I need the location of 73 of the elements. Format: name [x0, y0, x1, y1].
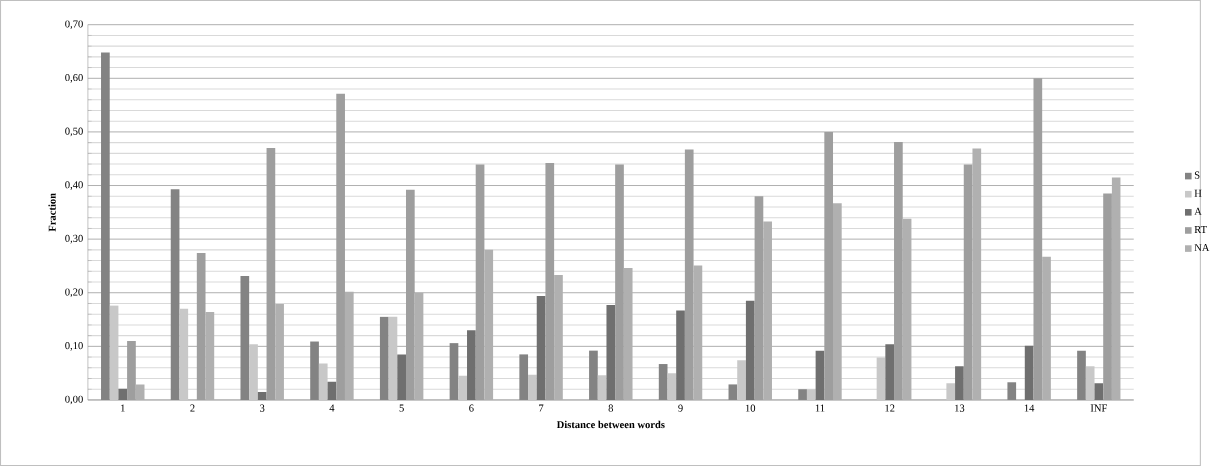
bar [606, 305, 616, 400]
bar [275, 303, 284, 400]
y-tick-label: 0,10 [65, 341, 83, 351]
x-tick-label: 13 [955, 404, 965, 412]
bar [806, 389, 816, 400]
bar [667, 373, 677, 400]
bar [484, 249, 494, 400]
x-tick-label: 8 [608, 404, 614, 412]
bar [623, 268, 633, 400]
y-tick-label: 0,70 [65, 20, 83, 29]
bar [554, 274, 563, 400]
x-tick-label: 14 [1024, 404, 1035, 412]
bar [1024, 345, 1034, 400]
bar [946, 383, 956, 400]
bar [972, 148, 982, 400]
x-tick-label: 11 [815, 404, 825, 412]
x-tick-label: INF [1090, 404, 1107, 412]
bar [109, 305, 119, 400]
bar [885, 344, 895, 400]
bar [327, 381, 337, 400]
bar [902, 218, 912, 400]
bar [118, 388, 128, 400]
bar [318, 363, 328, 400]
bar [676, 310, 685, 400]
legend-label: RT [1194, 225, 1207, 233]
bar [745, 300, 755, 400]
y-axis-title: Fraction [48, 193, 56, 232]
legend-label: S [1194, 171, 1200, 179]
bar [467, 330, 476, 400]
bar [1094, 383, 1104, 400]
x-tick-label: 1 [121, 404, 125, 412]
bar [763, 221, 772, 400]
y-tick-label: 0,40 [65, 181, 83, 190]
y-tick-label: 0,60 [65, 73, 83, 83]
bar [528, 374, 537, 400]
bar [833, 203, 842, 400]
legend-label: A [1194, 207, 1202, 215]
legend-label: H [1194, 189, 1202, 197]
bar [344, 291, 354, 400]
bar [135, 384, 145, 400]
legend-label: NA [1194, 244, 1210, 251]
bar [388, 316, 398, 400]
x-tick-label: 7 [539, 404, 544, 412]
x-tick-label: 12 [885, 404, 895, 412]
bar [737, 360, 746, 400]
x-tick-label: 5 [399, 404, 404, 412]
y-tick-label: 0,50 [65, 127, 83, 137]
x-tick-label: 9 [678, 404, 683, 412]
bar [179, 308, 189, 400]
x-tick-label: 4 [329, 404, 335, 412]
x-tick-label: 2 [190, 404, 195, 412]
bar [597, 375, 607, 400]
bar [1111, 177, 1121, 400]
bar [815, 350, 825, 400]
bar [536, 295, 546, 400]
bar [876, 357, 886, 400]
bar [1085, 366, 1095, 400]
bar [249, 344, 258, 400]
bar [1042, 256, 1051, 400]
x-tick-label: 6 [469, 404, 474, 412]
bar [397, 354, 406, 400]
bar [458, 375, 468, 400]
y-tick-label: 0,20 [65, 288, 83, 297]
x-axis-title: Distance between words [556, 420, 665, 429]
y-tick-label: 0,30 [65, 234, 83, 244]
bar [414, 292, 424, 400]
x-tick-label: 3 [260, 404, 265, 412]
x-tick-label: 10 [745, 404, 756, 412]
bar [257, 391, 267, 400]
bar [205, 311, 215, 400]
bar [693, 265, 703, 400]
bar [955, 366, 964, 400]
y-tick-label: 0,00 [65, 395, 83, 405]
